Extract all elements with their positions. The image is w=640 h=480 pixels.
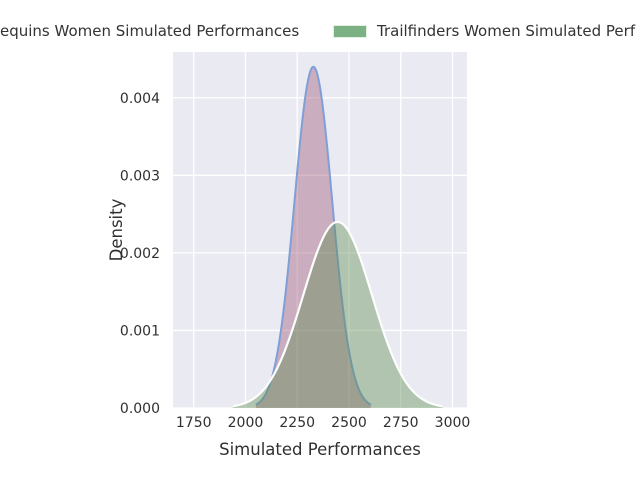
kde-fill-series-1 bbox=[255, 66, 371, 409]
legend-label-harlequins: equins Women Simulated Performances bbox=[0, 22, 300, 40]
plot-background bbox=[173, 52, 467, 408]
kde-fill-series-2 bbox=[232, 221, 443, 408]
legend-label-trailfinders: Trailfinders Women Simulated Perf bbox=[377, 22, 636, 40]
y-tick-label: 0.003 bbox=[120, 168, 160, 184]
gridlines bbox=[173, 52, 467, 409]
x-tick-label: 2500 bbox=[331, 415, 367, 431]
legend-swatch-green-icon bbox=[333, 24, 367, 38]
kde-line-series-2 bbox=[232, 220, 443, 408]
y-axis-label: Density bbox=[107, 198, 126, 261]
y-tick-label: 0.001 bbox=[120, 323, 160, 339]
y-tick-label: 0.000 bbox=[120, 401, 160, 417]
kde-line-series-1 bbox=[255, 65, 372, 406]
legend: equins Women Simulated Performances Trai… bbox=[0, 23, 640, 41]
x-axis-label: Simulated Performances bbox=[219, 440, 421, 459]
x-tick-label: 3000 bbox=[435, 415, 471, 431]
legend-item-harlequins[interactable]: equins Women Simulated Performances bbox=[0, 23, 299, 39]
x-tick-label: 2750 bbox=[383, 415, 419, 431]
density-curves bbox=[232, 65, 443, 409]
y-tick-labels: 0.000 0.001 0.002 0.003 0.004 bbox=[120, 91, 160, 417]
x-tick-label: 2250 bbox=[279, 415, 315, 431]
y-tick-label: 0.002 bbox=[120, 246, 160, 262]
x-tick-label: 1750 bbox=[176, 415, 212, 431]
y-tick-label: 0.004 bbox=[120, 91, 160, 107]
x-tick-labels: 1750 2000 2250 2500 2750 3000 bbox=[176, 415, 470, 431]
x-tick-label: 2000 bbox=[228, 415, 264, 431]
legend-item-trailfinders[interactable]: Trailfinders Women Simulated Perf bbox=[333, 23, 635, 39]
